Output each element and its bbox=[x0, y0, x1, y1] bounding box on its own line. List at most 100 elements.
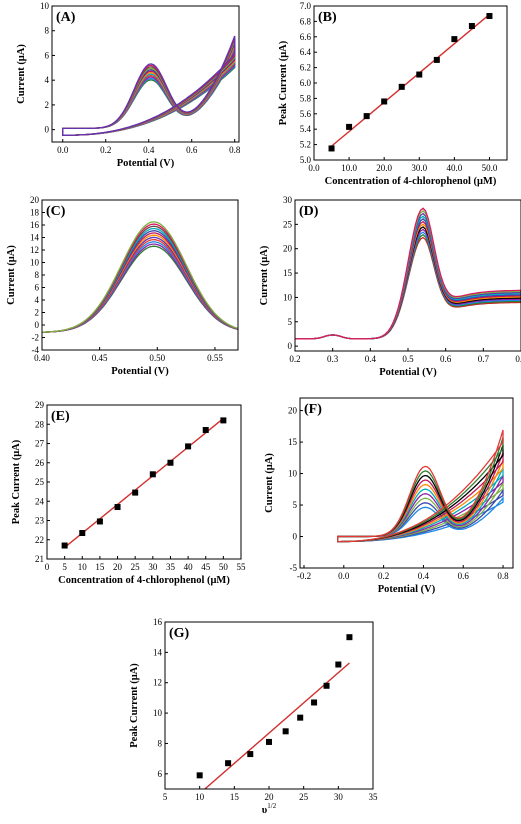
data-point bbox=[346, 634, 353, 641]
x-tick-label: 0.55 bbox=[207, 353, 223, 363]
x-tick-label: 0.4 bbox=[418, 571, 430, 581]
data-point bbox=[323, 682, 330, 689]
x-tick-label: 0.6 bbox=[458, 571, 470, 581]
y-tick-label: 30 bbox=[283, 195, 293, 205]
y-tick-label: 15 bbox=[283, 268, 293, 278]
y-tick-label: 4 bbox=[45, 75, 50, 85]
panel-label: (C) bbox=[46, 204, 66, 219]
data-point bbox=[61, 542, 68, 549]
y-tick-label: 0 bbox=[293, 532, 298, 542]
x-tick-label: 15 bbox=[95, 562, 105, 572]
y-axis-label: Peak Current (μA) bbox=[11, 439, 22, 524]
y-tick-label: 6.8 bbox=[300, 16, 312, 26]
y-tick-label: 5 bbox=[293, 500, 298, 510]
peak-curve bbox=[42, 221, 238, 333]
x-tick-label: 30.0 bbox=[411, 163, 427, 173]
y-tick-label: 25 bbox=[35, 477, 45, 487]
y-tick-label: 24 bbox=[35, 496, 45, 506]
y-tick-label: -2 bbox=[32, 333, 40, 343]
x-tick-label: 0.5 bbox=[402, 354, 414, 364]
y-tick-label: 10 bbox=[283, 292, 293, 302]
fit-line bbox=[331, 13, 490, 147]
x-tick-label: 0.0 bbox=[338, 571, 350, 581]
peak-curve bbox=[295, 228, 521, 340]
x-tick-label: 20 bbox=[113, 562, 123, 572]
x-tick-label: 50 bbox=[219, 562, 229, 572]
x-tick-label: 0.3 bbox=[327, 354, 339, 364]
x-tick-label: 40 bbox=[184, 562, 194, 572]
y-tick-label: 10 bbox=[30, 258, 40, 268]
y-tick-label: 28 bbox=[35, 419, 45, 429]
plot-frame bbox=[51, 5, 240, 143]
peak-curve bbox=[295, 226, 521, 340]
x-tick-label: 0.45 bbox=[92, 353, 108, 363]
plot-area bbox=[61, 417, 227, 549]
panel-label: (D) bbox=[299, 204, 319, 219]
x-axis-label: Potential (V) bbox=[379, 367, 437, 378]
x-tick-label: 0.2 bbox=[289, 354, 300, 364]
data-point bbox=[266, 738, 272, 745]
data-point bbox=[451, 36, 458, 43]
x-tick-label: 20 bbox=[265, 792, 275, 802]
y-tick-label: 18 bbox=[30, 208, 40, 218]
peak-curve bbox=[295, 233, 521, 340]
plot-area bbox=[42, 221, 238, 333]
y-tick-label: 20 bbox=[30, 195, 40, 205]
y-tick-label: -4 bbox=[32, 345, 40, 355]
y-tick-label: 23 bbox=[35, 516, 45, 526]
data-point bbox=[132, 489, 139, 496]
data-point bbox=[486, 13, 493, 20]
plot-area bbox=[337, 429, 504, 543]
x-tick-label: 10 bbox=[78, 562, 88, 572]
y-tick-label: 29 bbox=[35, 400, 45, 410]
y-tick-label: 25 bbox=[283, 219, 293, 229]
panel-d: 0.2 0.3 0.4 0.5 0.6 0.7 0.8 0 5 10 15 20 25 30 (D) Pote… bbox=[259, 195, 521, 378]
data-point bbox=[225, 760, 232, 767]
panel-f: -0.2 0.0 0.2 0.4 0.6 0.8 -5 0 5 10 15 20 (F) Potentia… bbox=[264, 397, 514, 595]
x-tick-label: 45 bbox=[201, 562, 211, 572]
x-axis-label: Potential (V) bbox=[378, 584, 436, 595]
plot-area bbox=[328, 13, 493, 152]
data-point bbox=[149, 471, 156, 478]
y-tick-label: 16 bbox=[153, 617, 163, 627]
panel-label: (G) bbox=[169, 626, 190, 641]
x-tick-label: 0.8 bbox=[497, 571, 509, 581]
x-axis-label: Potential (V) bbox=[117, 158, 175, 169]
x-tick-label: 5 bbox=[62, 562, 67, 572]
y-tick-label: 5.8 bbox=[300, 93, 312, 103]
y-tick-label: 15 bbox=[288, 437, 298, 447]
data-point bbox=[311, 699, 318, 706]
plot-area bbox=[62, 35, 236, 136]
data-point bbox=[328, 145, 335, 152]
y-axis-label: Peak Current (μA) bbox=[129, 663, 140, 748]
y-tick-label: 10 bbox=[288, 469, 298, 479]
x-tick-label: -0.2 bbox=[297, 571, 311, 581]
y-axis-label: Current (μA) bbox=[264, 453, 275, 513]
y-tick-label: 5.4 bbox=[300, 124, 312, 134]
cv-curve bbox=[337, 429, 504, 543]
panel-g: 5 10 15 20 25 30 35 6 8 10 12 14 16 (G) υ1/2 Peak Curre… bbox=[129, 617, 378, 816]
x-tick-label: 0.4 bbox=[365, 354, 377, 364]
panel-label: (E) bbox=[51, 409, 70, 424]
x-tick-label: 50.0 bbox=[482, 163, 498, 173]
y-tick-label: 6.2 bbox=[300, 63, 311, 73]
x-tick-label: 0.0 bbox=[57, 145, 69, 155]
y-tick-label: 5 bbox=[288, 317, 293, 327]
y-tick-label: 10 bbox=[153, 708, 163, 718]
y-tick-label: 4 bbox=[35, 295, 40, 305]
x-tick-label: 10 bbox=[195, 792, 205, 802]
peak-curve bbox=[295, 231, 521, 340]
cv-curve bbox=[62, 35, 236, 136]
x-tick-label: 0.7 bbox=[478, 354, 490, 364]
x-axis-label-sup: 1/2 bbox=[267, 802, 276, 810]
y-tick-label: 6 bbox=[158, 769, 163, 779]
data-point bbox=[433, 56, 440, 63]
y-tick-label: 5.2 bbox=[300, 140, 311, 150]
y-tick-label: 20 bbox=[288, 406, 298, 416]
plot-area bbox=[196, 634, 353, 789]
y-tick-label: 12 bbox=[153, 678, 162, 688]
y-axis-label: Current (μA) bbox=[259, 245, 270, 305]
y-tick-label: 8 bbox=[45, 26, 50, 36]
y-tick-label: 22 bbox=[35, 535, 44, 545]
x-tick-label: 0.2 bbox=[378, 571, 389, 581]
